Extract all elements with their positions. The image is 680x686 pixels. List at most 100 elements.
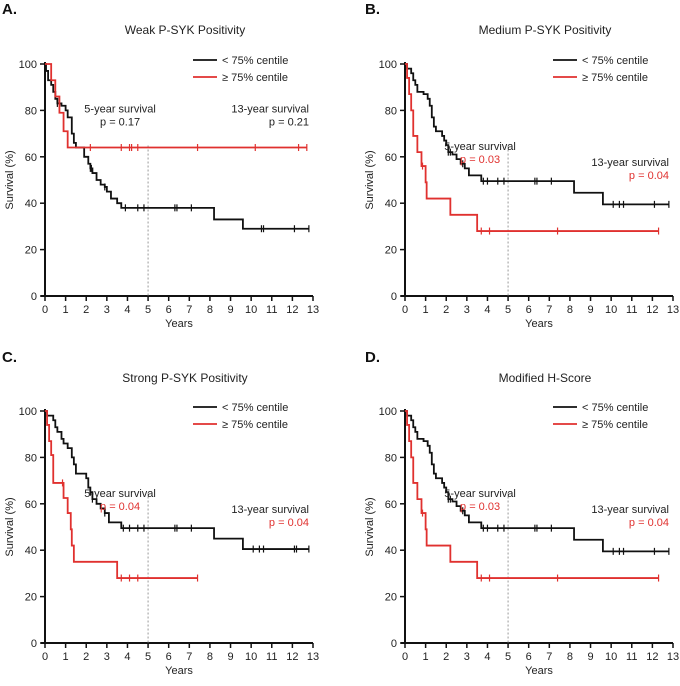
- x-tick-label: 8: [207, 304, 213, 316]
- thirteen-year-survival-label: 13-year survival: [231, 504, 309, 516]
- thirteen-year-p-value: p = 0.04: [629, 170, 669, 182]
- y-axis-label: Survival (%): [4, 150, 16, 209]
- x-axis-label: Years: [525, 665, 553, 677]
- y-tick-label: 80: [385, 105, 397, 117]
- x-tick-label: 1: [63, 651, 69, 663]
- x-tick-label: 12: [286, 651, 298, 663]
- panel-letter: D.: [365, 349, 380, 366]
- y-tick-label: 0: [391, 291, 397, 303]
- x-tick-label: 0: [42, 651, 48, 663]
- x-tick-label: 4: [124, 304, 130, 316]
- y-tick-label: 40: [25, 198, 37, 210]
- panel-title: Weak P-SYK Positivity: [125, 23, 245, 37]
- x-tick-label: 8: [207, 651, 213, 663]
- x-tick-label: 5: [505, 304, 511, 316]
- y-tick-label: 60: [385, 499, 397, 511]
- thirteen-year-p-value: p = 0.04: [629, 517, 669, 529]
- x-tick-label: 7: [546, 304, 552, 316]
- survival-curve-above-75-centile: [405, 63, 659, 232]
- x-tick-label: 9: [227, 651, 233, 663]
- thirteen-year-survival-label: 13-year survival: [591, 157, 669, 169]
- y-tick-label: 0: [391, 638, 397, 650]
- five-year-p-value: p = 0.17: [100, 117, 140, 129]
- y-tick-label: 20: [385, 245, 397, 257]
- x-tick-label: 11: [266, 651, 277, 663]
- x-tick-label: 6: [526, 651, 532, 663]
- x-tick-label: 10: [605, 304, 617, 316]
- x-tick-label: 3: [104, 651, 110, 663]
- y-tick-label: 40: [385, 198, 397, 210]
- survival-curve-above-75-centile: [45, 63, 307, 149]
- thirteen-year-p-value: p = 0.21: [269, 117, 309, 129]
- x-tick-label: 12: [646, 304, 658, 316]
- y-tick-label: 80: [385, 452, 397, 464]
- x-tick-label: 0: [402, 651, 408, 663]
- survival-curve-below-75-centile: [45, 410, 309, 550]
- x-tick-label: 9: [587, 304, 593, 316]
- legend-label: ≥ 75% centile: [222, 72, 288, 84]
- x-tick-label: 8: [567, 651, 573, 663]
- x-tick-label: 4: [484, 651, 490, 663]
- y-tick-label: 20: [385, 592, 397, 604]
- x-tick-label: 13: [667, 651, 679, 663]
- x-tick-label: 11: [626, 651, 637, 663]
- x-tick-label: 2: [443, 651, 449, 663]
- legend-label: ≥ 75% centile: [582, 419, 648, 431]
- panel-letter: A.: [2, 1, 17, 18]
- x-tick-label: 12: [286, 304, 298, 316]
- five-year-p-value: p = 0.04: [100, 501, 140, 513]
- legend-label: < 75% centile: [582, 55, 648, 67]
- legend-label: ≥ 75% centile: [582, 72, 648, 84]
- x-tick-label: 2: [83, 304, 89, 316]
- thirteen-year-survival-label: 13-year survival: [231, 104, 309, 116]
- five-year-p-value: p = 0.03: [460, 501, 500, 513]
- x-tick-label: 12: [646, 651, 658, 663]
- y-axis-label: Survival (%): [364, 150, 376, 209]
- survival-curve-below-75-centile: [405, 63, 669, 206]
- x-tick-label: 6: [166, 651, 172, 663]
- y-tick-label: 0: [31, 291, 37, 303]
- y-tick-label: 60: [25, 499, 37, 511]
- x-tick-label: 10: [245, 304, 257, 316]
- x-tick-label: 13: [307, 651, 319, 663]
- x-tick-label: 5: [145, 304, 151, 316]
- panel-letter: C.: [2, 349, 17, 366]
- x-tick-label: 10: [245, 651, 257, 663]
- x-tick-label: 5: [505, 651, 511, 663]
- y-tick-label: 60: [385, 152, 397, 164]
- x-tick-label: 13: [307, 304, 319, 316]
- thirteen-year-survival-label: 13-year survival: [591, 504, 669, 516]
- y-tick-label: 100: [19, 406, 37, 418]
- x-axis-label: Years: [165, 318, 193, 330]
- five-year-survival-label: 5-year survival: [444, 141, 516, 153]
- five-year-survival-label: 5-year survival: [84, 488, 156, 500]
- survival-curve-above-75-centile: [45, 410, 198, 579]
- legend-label: < 75% centile: [222, 402, 288, 414]
- survival-curve-below-75-centile: [405, 410, 669, 553]
- thirteen-year-p-value: p = 0.04: [269, 517, 309, 529]
- x-tick-label: 6: [166, 304, 172, 316]
- x-tick-label: 13: [667, 304, 679, 316]
- x-tick-label: 4: [124, 651, 130, 663]
- x-tick-label: 0: [402, 304, 408, 316]
- x-tick-label: 10: [605, 651, 617, 663]
- x-tick-label: 8: [567, 304, 573, 316]
- x-tick-label: 11: [626, 304, 637, 316]
- x-tick-label: 7: [546, 651, 552, 663]
- x-axis-label: Years: [525, 318, 553, 330]
- x-tick-label: 6: [526, 304, 532, 316]
- x-tick-label: 9: [587, 651, 593, 663]
- x-tick-label: 1: [423, 304, 429, 316]
- x-tick-label: 9: [227, 304, 233, 316]
- survival-curve-above-75-centile: [405, 410, 659, 579]
- x-axis-label: Years: [165, 665, 193, 677]
- legend-label: < 75% centile: [222, 55, 288, 67]
- y-tick-label: 20: [25, 592, 37, 604]
- x-tick-label: 1: [63, 304, 69, 316]
- y-tick-label: 80: [25, 105, 37, 117]
- x-tick-label: 7: [186, 651, 192, 663]
